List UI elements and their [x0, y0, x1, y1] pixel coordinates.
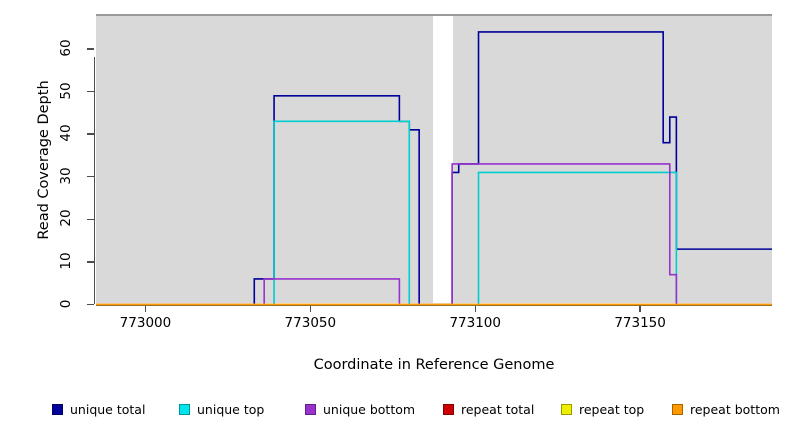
y-tick-label-0: 0: [58, 299, 74, 308]
x-tick-773050: [309, 305, 311, 312]
y-tick-label-10: 10: [58, 252, 74, 270]
legend-item-unique-bottom[interactable]: unique bottom: [305, 402, 415, 417]
y-tick-20: [87, 218, 94, 220]
panel-top-rule-gap: [433, 14, 453, 16]
y-axis-line: [94, 57, 96, 304]
y-tick-label-50: 50: [58, 81, 74, 100]
legend-swatch-icon-repeat-bottom: [672, 403, 683, 415]
y-tick-label-20: 20: [58, 209, 74, 227]
legend-label: unique total: [70, 401, 146, 417]
legend-item-repeat-top[interactable]: repeat top: [561, 402, 644, 417]
plot-area: [96, 14, 772, 303]
x-tick-label-773000: 773000: [119, 315, 172, 331]
x-tick-label-773100: 773100: [449, 315, 501, 331]
x-tick-label-773150: 773150: [614, 315, 666, 331]
panel-right-block: [453, 14, 772, 303]
y-tick-40: [87, 133, 94, 135]
panel-left-block: [96, 14, 433, 303]
x-axis-title: Coordinate in Reference Genome: [313, 357, 555, 373]
x-tick-773000: [144, 305, 147, 312]
legend-label: repeat top: [579, 401, 645, 417]
legend-label: repeat bottom: [690, 401, 780, 417]
legend-label: repeat total: [461, 401, 535, 417]
y-tick-label-60: 60: [58, 39, 74, 57]
y-tick-30: [87, 176, 94, 178]
y-tick-0: [87, 303, 94, 306]
x-tick-773100: [474, 305, 476, 312]
y-tick-50: [87, 90, 94, 93]
x-axis-line: [96, 304, 772, 306]
y-axis-title: Read Coverage Depth: [36, 80, 52, 240]
x-tick-label-773050: 773050: [284, 315, 337, 331]
x-tick-773150: [639, 305, 641, 312]
legend-label: unique bottom: [323, 401, 416, 417]
legend-swatch-icon-repeat-total: [443, 403, 454, 415]
panel-top-rule-left: [96, 14, 433, 16]
panel-top-rule-right: [453, 14, 772, 16]
legend-swatch-icon-repeat-top: [561, 403, 572, 415]
legend-item-repeat-total[interactable]: repeat total: [443, 402, 534, 417]
y-tick-label-40: 40: [58, 124, 74, 142]
y-tick-10: [87, 261, 94, 263]
legend-item-repeat-bottom[interactable]: repeat bottom: [672, 402, 780, 417]
y-tick-60: [87, 48, 94, 50]
legend-item-unique-total[interactable]: unique total: [52, 402, 145, 417]
legend-item-unique-top[interactable]: unique top: [179, 402, 264, 417]
legend-label: unique top: [197, 401, 265, 417]
legend-swatch-icon-unique-top: [179, 403, 190, 415]
chart-legend: unique total unique top unique bottom repea…: [0, 398, 792, 420]
legend-swatch-icon-unique-bottom: [305, 403, 316, 415]
legend-swatch-icon-unique-total: [52, 403, 63, 415]
y-tick-label-30: 30: [58, 167, 74, 185]
